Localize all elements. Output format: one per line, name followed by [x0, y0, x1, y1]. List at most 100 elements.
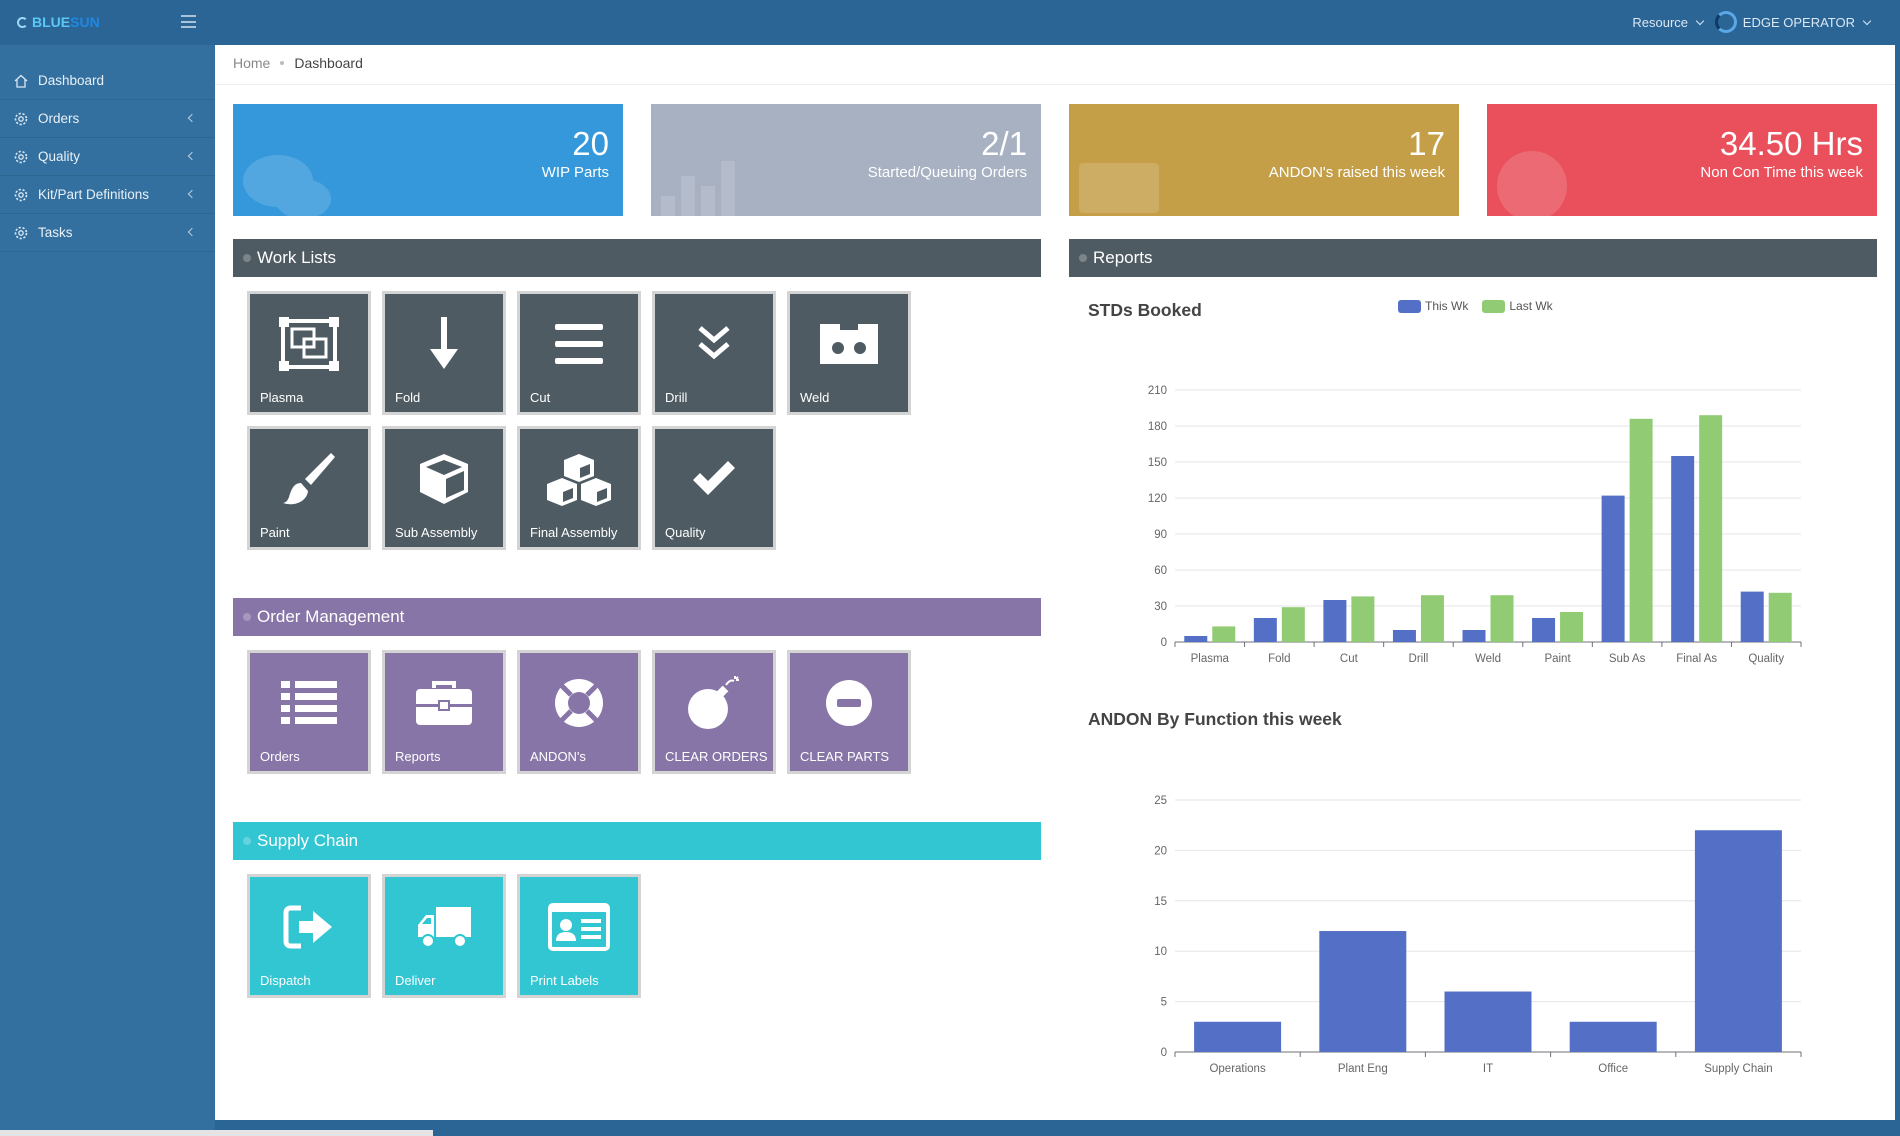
stat-card-andons[interactable]: 17 ANDON's raised this week — [1069, 104, 1459, 216]
x-tick-label: Final As — [1676, 653, 1717, 665]
bar-final-as — [1671, 456, 1695, 642]
reports-header: Reports — [1069, 239, 1877, 277]
sidebar-item-dashboard[interactable]: Dashboard — [0, 62, 215, 100]
x-tick-label: Operations — [1209, 1063, 1266, 1075]
footer-scrollbar[interactable] — [0, 1130, 433, 1136]
bar-drill — [1392, 630, 1416, 642]
app-logo[interactable]: BLUE SUN — [17, 14, 100, 30]
section-icon — [1079, 254, 1087, 262]
tile-dispatch[interactable]: Dispatch — [247, 874, 371, 998]
bar-plasma — [1184, 636, 1208, 642]
legend-item-this-wk[interactable]: This Wk — [1398, 299, 1468, 313]
bar-fold — [1253, 618, 1277, 642]
paint-brush-icon — [250, 451, 368, 507]
bar-weld — [1490, 595, 1514, 642]
sidebar-toggle-icon[interactable] — [181, 15, 196, 28]
sign-out-icon — [250, 899, 368, 955]
bar-chart-icon — [661, 161, 735, 216]
sidebar-item-kit-part-definitions[interactable]: Kit/Part Definitions — [0, 176, 215, 214]
sidebar-item-tasks[interactable]: Tasks — [0, 214, 215, 252]
tile-orders[interactable]: Orders — [247, 650, 371, 774]
y-tick-label: 15 — [1154, 896, 1167, 908]
breadcrumb-separator — [280, 61, 285, 65]
main-content: Home Dashboard 20 WIP Parts 2/1 Started/… — [215, 45, 1895, 1120]
tile-sub-assembly[interactable]: Sub Assembly — [382, 426, 506, 550]
legend-item-last-wk[interactable]: Last Wk — [1482, 299, 1553, 313]
tile-final-assembly[interactable]: Final Assembly — [517, 426, 641, 550]
resource-dropdown[interactable]: Resource — [1632, 15, 1705, 30]
x-tick-label: Quality — [1748, 653, 1784, 665]
x-tick-label: Cut — [1340, 653, 1359, 665]
stat-card-non-con-time[interactable]: 34.50 Hrs Non Con Time this week — [1487, 104, 1877, 216]
minus-circle-icon — [790, 675, 908, 731]
tile-deliver[interactable]: Deliver — [382, 874, 506, 998]
globe-icon — [1497, 151, 1567, 216]
legend-label: This Wk — [1425, 299, 1469, 313]
tile-weld[interactable]: Weld — [787, 291, 911, 415]
breadcrumb: Home Dashboard — [233, 55, 363, 71]
x-tick-label: Drill — [1409, 653, 1429, 665]
breadcrumb-home-link[interactable]: Home — [233, 55, 271, 71]
list-icon — [250, 675, 368, 731]
gear-icon — [13, 225, 29, 241]
order-management-header: Order Management — [233, 598, 1041, 636]
stat-card-wip-parts[interactable]: 20 WIP Parts — [233, 104, 623, 216]
bar-drill — [1420, 595, 1444, 642]
tile-label: CLEAR PARTS — [800, 749, 890, 764]
bar-paint — [1532, 618, 1556, 642]
sidebar-item-orders[interactable]: Orders — [0, 100, 215, 138]
tile-fold[interactable]: Fold — [382, 291, 506, 415]
bar-fold — [1281, 607, 1305, 642]
y-tick-label: 150 — [1148, 457, 1167, 469]
tile-label: Weld — [800, 390, 830, 405]
tile-andons[interactable]: ANDON's — [517, 650, 641, 774]
tile-label: Plasma — [260, 390, 304, 405]
tile-label: Quality — [665, 525, 706, 540]
chevron-left-icon — [187, 189, 197, 199]
stat-card-orders[interactable]: 2/1 Started/Queuing Orders — [651, 104, 1041, 216]
tile-label: ANDON's — [530, 749, 586, 764]
y-tick-label: 0 — [1161, 1047, 1167, 1059]
tile-plasma[interactable]: Plasma — [247, 291, 371, 415]
stat-label: ANDON's raised this week — [1268, 164, 1445, 181]
tile-cut[interactable]: Cut — [517, 291, 641, 415]
bars-icon — [520, 316, 638, 372]
section-icon — [243, 613, 251, 621]
x-tick-label: Plant Eng — [1338, 1063, 1388, 1075]
stat-value: 34.50 Hrs — [1719, 125, 1863, 162]
cube-icon — [385, 451, 503, 507]
arrow-down-icon — [385, 316, 503, 372]
tile-print-labels[interactable]: Print Labels — [517, 874, 641, 998]
check-icon — [655, 451, 773, 507]
y-tick-label: 60 — [1154, 565, 1167, 577]
stat-label: Started/Queuing Orders — [867, 164, 1027, 181]
sidebar-item-quality[interactable]: Quality — [0, 138, 215, 176]
tile-label: Dispatch — [260, 973, 311, 988]
chevron-left-icon — [187, 227, 197, 237]
sidebar-item-label: Tasks — [38, 225, 73, 240]
supply-chain-header: Supply Chain — [233, 822, 1041, 860]
bar-cut — [1351, 596, 1375, 642]
chevron-down-icon — [1695, 16, 1705, 26]
bar-quality — [1740, 591, 1764, 642]
x-tick-label: IT — [1483, 1063, 1493, 1075]
id-card-icon — [520, 899, 638, 955]
tile-drill[interactable]: Drill — [652, 291, 776, 415]
double-chevron-down-icon — [655, 316, 773, 372]
x-tick-label: Fold — [1268, 653, 1290, 665]
tile-reports[interactable]: Reports — [382, 650, 506, 774]
gear-icon — [13, 187, 29, 203]
tile-clear-orders[interactable]: CLEAR ORDERS — [652, 650, 776, 774]
y-tick-label: 120 — [1148, 493, 1167, 505]
resource-dropdown-label: Resource — [1632, 15, 1688, 30]
user-menu[interactable]: EDGE OPERATOR — [1714, 11, 1872, 33]
tile-quality[interactable]: Quality — [652, 426, 776, 550]
tile-paint[interactable]: Paint — [247, 426, 371, 550]
tile-clear-parts[interactable]: CLEAR PARTS — [787, 650, 911, 774]
tile-label: Cut — [530, 390, 551, 405]
bar-supply-chain — [1694, 830, 1782, 1052]
tile-label: Print Labels — [530, 973, 599, 988]
logo-text-accent: SUN — [70, 14, 100, 30]
chart-legend: This Wk Last Wk — [1398, 299, 1553, 313]
breadcrumb-current: Dashboard — [294, 55, 363, 71]
